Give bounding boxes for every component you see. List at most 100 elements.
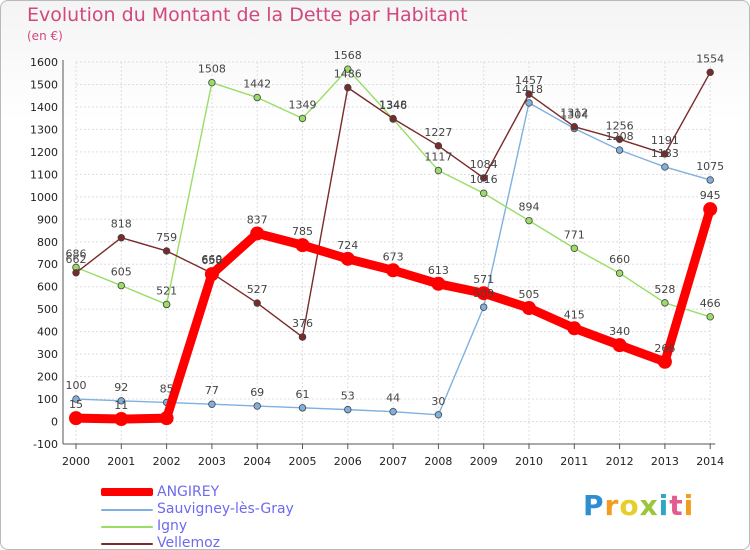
logo-letter: t [669, 489, 684, 522]
data-label: 1084 [470, 158, 498, 171]
data-point [525, 216, 533, 225]
data-point [389, 114, 397, 123]
data-point [253, 299, 261, 307]
data-point [615, 135, 624, 143]
legend-label: Sauvigney-lès-Gray [157, 501, 294, 517]
data-point [525, 99, 533, 107]
legend-label: Vellemoz [157, 535, 221, 550]
data-point [204, 267, 219, 282]
x-tick-label: 2013 [651, 455, 679, 468]
data-point [525, 90, 533, 98]
data-point [480, 189, 488, 197]
data-label: 340 [609, 325, 630, 338]
logo-letter: P [583, 489, 605, 522]
legend-label: Igny [157, 518, 188, 534]
data-label: 1191 [651, 134, 679, 147]
data-label: 528 [654, 283, 675, 296]
proxiti-logo: Proxiti [583, 489, 694, 522]
data-label: 30 [431, 395, 445, 408]
series-line [301, 71, 711, 338]
y-tick-label: 1400 [30, 101, 58, 114]
y-tick-label: 700 [37, 258, 58, 271]
data-label: 509 [473, 287, 494, 300]
y-tick-label: 300 [37, 348, 58, 361]
data-label: 724 [337, 239, 358, 252]
data-label: 1208 [606, 130, 634, 143]
data-point [434, 142, 443, 150]
x-tick-label: 2012 [606, 455, 634, 468]
data-label: 61 [296, 388, 310, 401]
data-point [117, 281, 125, 290]
data-point [162, 300, 171, 309]
data-point [159, 411, 174, 426]
data-label: 44 [386, 392, 400, 405]
data-point [480, 174, 488, 182]
x-tick-label: 2009 [470, 455, 498, 468]
data-point [253, 402, 261, 410]
x-tick-label: 2004 [243, 455, 271, 468]
data-label: 1304 [560, 109, 588, 122]
data-label: 1568 [334, 49, 362, 62]
data-point [72, 395, 80, 403]
y-tick-label: 800 [37, 236, 58, 249]
y-tick-label: 1000 [30, 191, 58, 204]
data-point [615, 146, 624, 154]
data-label: 945 [700, 189, 721, 202]
data-point [476, 286, 491, 301]
data-point [117, 397, 125, 405]
data-label: 266 [654, 342, 675, 355]
data-point [434, 411, 443, 419]
data-label: 660 [201, 253, 222, 266]
data-label: 1442 [243, 78, 271, 91]
data-point [522, 301, 536, 316]
data-label: 1508 [198, 63, 226, 76]
data-label: 1486 [334, 68, 362, 81]
data-label: 771 [564, 228, 585, 241]
x-tick-label: 2001 [107, 455, 135, 468]
data-point [661, 150, 669, 158]
data-label: 759 [156, 231, 177, 244]
data-point [657, 354, 672, 369]
data-label: 1117 [424, 151, 452, 164]
y-tick-label: 0 [51, 416, 58, 429]
y-tick-label: 400 [37, 326, 58, 339]
data-label: 1349 [289, 98, 317, 111]
series-lines [69, 65, 718, 427]
y-tick-label: 1200 [30, 146, 58, 159]
axes: -100 0 100 200 300 400 500 600 700 800 900 1000 1100… [30, 56, 724, 468]
data-label: 376 [292, 317, 313, 330]
y-tick-label: 1600 [30, 56, 58, 69]
data-label: 1346 [379, 99, 407, 112]
data-point [69, 411, 83, 426]
data-point [615, 269, 624, 277]
data-label: 1554 [696, 52, 724, 65]
logo-letter: i [658, 489, 670, 522]
data-point [661, 299, 669, 307]
chart-unit: (en €) [27, 29, 63, 43]
data-point [706, 176, 714, 184]
data-label: 818 [111, 218, 132, 231]
data-point [570, 123, 578, 131]
x-tick-label: 2005 [289, 455, 317, 468]
legend-swatch [101, 543, 153, 545]
data-label: 1075 [696, 160, 724, 173]
data-label: 1016 [470, 173, 498, 186]
data-label: 69 [250, 386, 264, 399]
y-tick-label: -100 [33, 438, 58, 451]
x-tick-label: 2008 [424, 455, 452, 468]
x-tick-label: 2010 [515, 455, 543, 468]
data-point [298, 333, 307, 341]
data-label: 77 [205, 384, 219, 397]
data-point [298, 404, 307, 412]
data-point [386, 263, 401, 278]
y-tick-label: 500 [37, 303, 58, 316]
data-labels: 15 11 658 837 785 724 673 613 571 505 415 340 266 945… [66, 49, 725, 412]
data-label: 92 [114, 381, 128, 394]
data-label: 1227 [424, 126, 452, 139]
x-tick-label: 2011 [560, 455, 588, 468]
data-point [208, 78, 216, 87]
data-point [162, 247, 171, 255]
data-label: 100 [66, 379, 87, 392]
y-tick-label: 900 [37, 213, 58, 226]
y-tick-label: 600 [37, 281, 58, 294]
